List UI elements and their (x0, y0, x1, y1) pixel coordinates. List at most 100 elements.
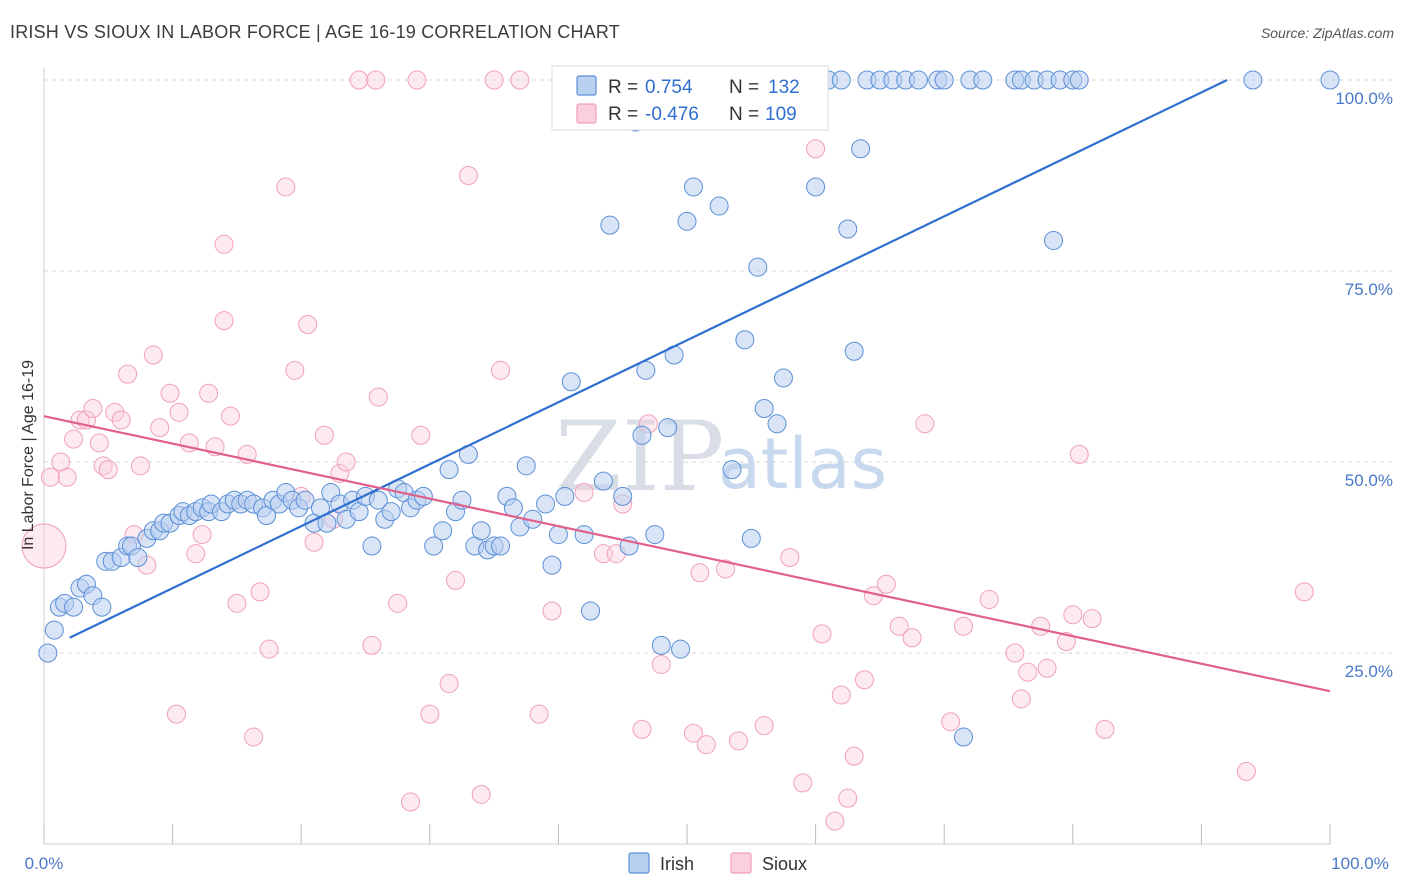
irish-trend-line (69, 79, 1228, 639)
sioux-point-49 (407, 70, 427, 90)
irish-point-110 (806, 177, 826, 197)
sioux-point-15 (130, 456, 150, 476)
sioux-trend-line (43, 415, 1331, 693)
sioux-point-23 (186, 544, 206, 564)
sioux-point-17 (143, 345, 163, 365)
sioux-point-52 (420, 704, 440, 724)
x-tick-label-min: 0.0% (25, 854, 64, 873)
sioux-point-70 (651, 654, 671, 674)
irish-point-122 (934, 70, 954, 90)
irish-point-134 (1243, 70, 1263, 90)
sioux-point-101 (1037, 658, 1057, 678)
irish-point-103 (741, 528, 761, 548)
sioux-point-61 (542, 601, 562, 621)
irish-point-75 (536, 494, 556, 514)
sioux-point-98 (1011, 689, 1031, 709)
sioux-point-91 (889, 616, 909, 636)
legend-n-label-irish: N = (729, 77, 759, 98)
legend-r-value-sioux: -0.476 (645, 104, 699, 125)
sioux-point-24 (192, 525, 212, 545)
sioux-point-45 (362, 635, 382, 655)
irish-point-123 (953, 727, 973, 747)
sioux-point-73 (690, 563, 710, 583)
sioux-point-86 (838, 788, 858, 808)
irish-point-133 (1069, 70, 1089, 90)
sioux-point-39 (304, 532, 324, 552)
x-tick-labels: 0.0% 100.0% (25, 854, 1389, 873)
irish-point-96 (683, 177, 703, 197)
y-tick-label-2: 75.0% (1345, 280, 1393, 299)
sioux-point-51 (411, 425, 431, 445)
sioux-point-85 (831, 685, 851, 705)
irish-point-92 (658, 418, 678, 438)
sioux-point-108 (1294, 582, 1314, 602)
irish-point-8 (92, 597, 112, 617)
sioux-point-34 (259, 639, 279, 659)
irish-point-113 (838, 219, 858, 239)
sioux-point-44 (349, 70, 369, 90)
irish-point-106 (767, 414, 787, 434)
sioux-point-9 (93, 456, 113, 476)
irish-point-89 (645, 525, 665, 545)
sioux-point-68 (632, 719, 652, 739)
y-tick-label-0: 25.0% (1345, 662, 1393, 681)
y-tick-label-1: 50.0% (1345, 471, 1393, 490)
sioux-point-36 (285, 360, 305, 380)
irish-point-102 (735, 330, 755, 350)
irish-point-130 (1044, 230, 1064, 250)
sioux-point-88 (854, 670, 874, 690)
sioux-point-53 (439, 674, 459, 694)
irish-point-94 (671, 639, 691, 659)
sioux-point-106 (1095, 719, 1115, 739)
sioux-point-7 (83, 399, 103, 419)
sioux-point-3 (57, 467, 77, 487)
irish-point-40 (295, 490, 315, 510)
chart-title: IRISH VS SIOUX IN LABOR FORCE | AGE 16-1… (10, 22, 620, 42)
sioux-point-72 (683, 723, 703, 743)
sioux-point-8 (89, 433, 109, 453)
sioux-point-55 (458, 166, 478, 185)
legend-n-value-sioux: 109 (765, 104, 797, 125)
watermark-atlas: atlas (718, 423, 887, 505)
watermark: ZIP atlas (555, 401, 887, 513)
sioux-point-56 (471, 784, 491, 804)
sioux-point-76 (728, 731, 748, 751)
irish-point-104 (748, 257, 768, 277)
irish-point-50 (362, 536, 382, 556)
sioux-point-4 (64, 429, 84, 449)
sioux-point-75 (716, 559, 736, 579)
sioux-point-94 (941, 712, 961, 732)
sioux-point-107 (1236, 761, 1256, 781)
series-legend: Irish Sioux (628, 852, 807, 874)
sioux-point-13 (118, 364, 138, 384)
sioux-point-57 (484, 70, 504, 90)
irish-point-82 (593, 471, 613, 491)
x-tick-label-max: 100.0% (1331, 854, 1389, 873)
sioux-point-78 (754, 716, 774, 736)
irish-point-114 (844, 341, 864, 361)
sioux-point-97 (1005, 643, 1025, 663)
irish-point-84 (613, 486, 633, 506)
sioux-point-95 (953, 616, 973, 636)
irish-point-100 (722, 460, 742, 480)
sioux-point-12 (111, 410, 131, 430)
sioux-point-25 (199, 383, 219, 403)
sioux-point-59 (510, 70, 530, 90)
irish-point-83 (600, 215, 620, 235)
sioux-point-46 (366, 70, 386, 90)
sioux-point-99 (1018, 662, 1038, 682)
irish-point-14 (128, 548, 148, 567)
sioux-point-20 (166, 704, 186, 724)
sioux-point-64 (574, 483, 594, 503)
irish-point-69 (491, 536, 511, 556)
sioux-point-1 (40, 467, 60, 487)
irish-point-61 (439, 460, 459, 480)
irish-point-59 (424, 536, 444, 556)
sioux-point-87 (844, 746, 864, 766)
sioux-point-27 (214, 234, 234, 254)
sioux-point-48 (388, 593, 408, 613)
sioux-point-96 (979, 590, 999, 610)
irish-point-80 (574, 525, 594, 545)
legend-n-value-irish: 132 (768, 77, 800, 98)
